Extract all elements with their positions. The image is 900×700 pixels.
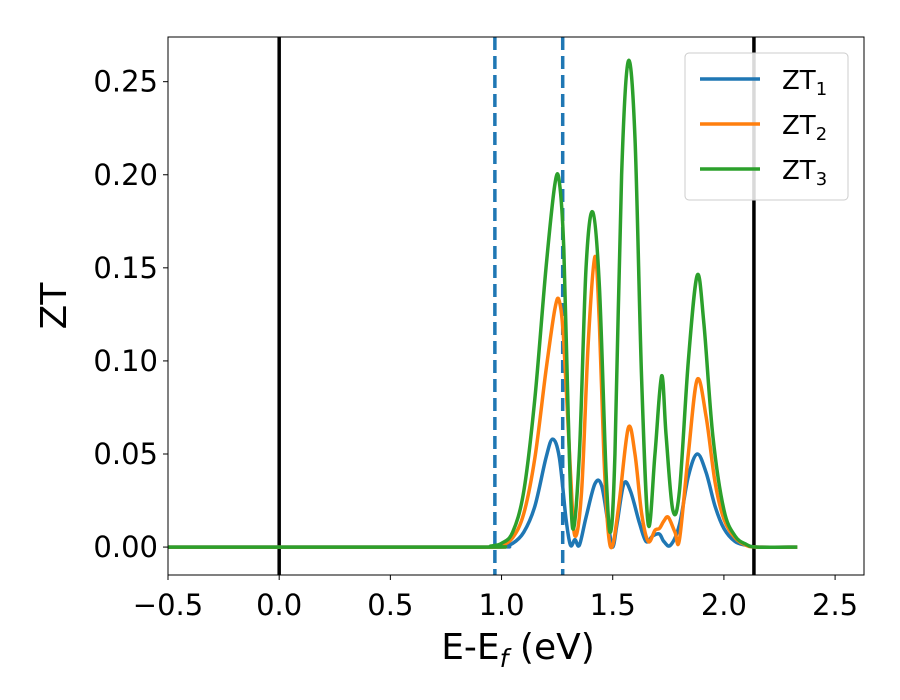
y-tick-label: 0.25: [93, 65, 158, 99]
x-tick-label: 1.0: [478, 588, 524, 622]
y-tick-label: 0.10: [93, 344, 158, 378]
y-tick-label: 0.20: [93, 158, 158, 192]
y-tick-label: 0.15: [93, 251, 158, 285]
x-axis-label: E-Ef (eV): [441, 627, 595, 673]
legend-label-zt2: ZT2: [782, 111, 827, 145]
y-tick-label: 0.00: [93, 530, 158, 564]
series-line-zt2: [167, 254, 798, 550]
plot-content: [167, 37, 798, 575]
x-tick-label: −0.5: [133, 588, 203, 622]
legend: ZT1 ZT2 ZT3: [684, 52, 849, 201]
x-tick-label: 0.5: [367, 588, 413, 622]
axis-ticks: −0.5 0.0 0.5 1.0 1.5 2.0 2.5 0.00 0.05 0.10 0.15 0.…: [93, 65, 858, 622]
x-tick-label: 0.0: [256, 588, 302, 622]
x-tick-label: 2.5: [812, 588, 858, 622]
legend-label-zt1: ZT1: [782, 66, 827, 100]
series-line-zt3: [167, 58, 798, 550]
legend-label-zt3: ZT3: [782, 156, 827, 190]
legend-box: [684, 52, 849, 201]
y-tick-label: 0.05: [93, 437, 158, 471]
x-tick-label: 2.0: [701, 588, 747, 622]
y-axis-label: ZT: [34, 282, 75, 330]
x-tick-label: 1.5: [590, 588, 636, 622]
plot-frame: [167, 36, 865, 576]
